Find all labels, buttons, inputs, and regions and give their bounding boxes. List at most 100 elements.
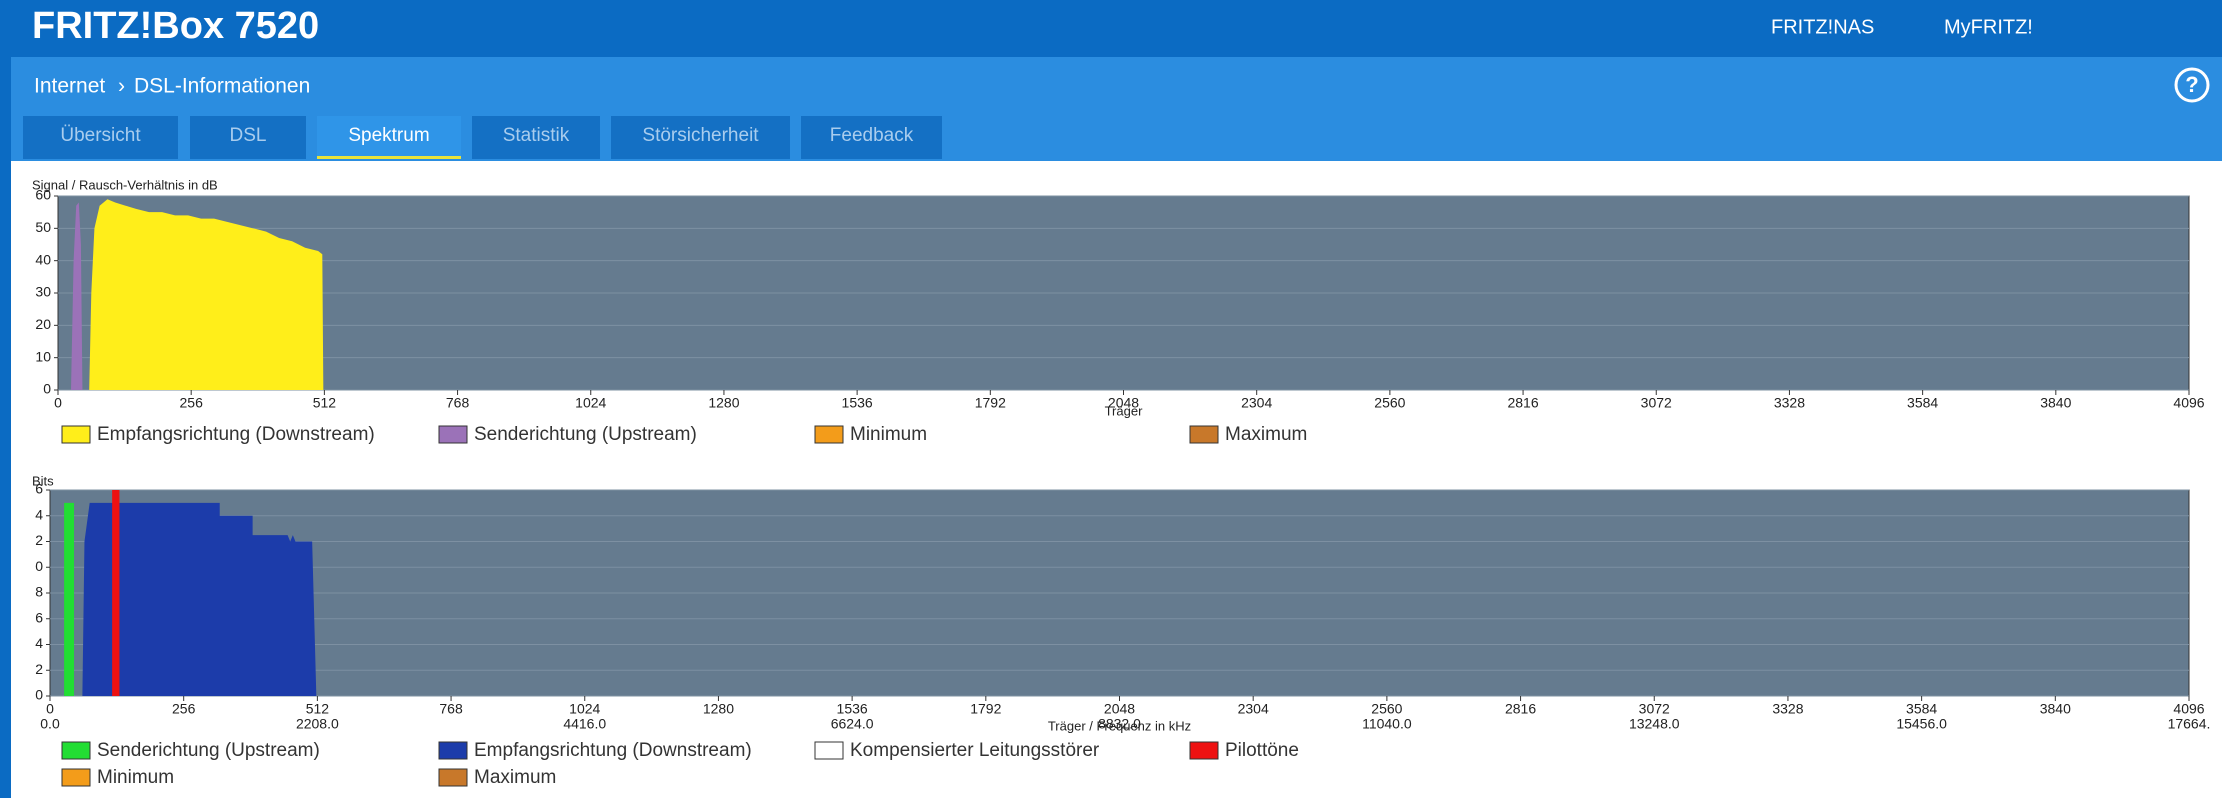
tab[interactable] [23,116,178,159]
y-tick-label: 6 [35,609,43,625]
breadcrumb-item[interactable]: Internet [34,75,105,98]
tab[interactable] [317,116,461,159]
legend-swatch [61,768,91,787]
x-tick-label: 768 [446,395,470,411]
legend-swatch [438,768,468,787]
x2-tick-label: 2208.0 [296,716,339,732]
legend-swatch [61,425,91,444]
y-tick-label: 20 [35,316,51,332]
breadcrumb-item: DSL-Informationen [134,75,310,98]
x-tick-label: 0 [54,395,62,411]
tab[interactable] [801,116,942,159]
x-tick-label: 1536 [842,395,873,411]
x-tick-label: 2816 [1507,395,1538,411]
legend-label: Maximum [474,767,556,788]
y-tick-label: 2 [35,661,43,677]
left-strip [0,57,11,798]
legend-swatch [61,741,91,760]
y-tick-label: 0 [35,687,43,703]
area-series [82,502,317,696]
x-tick-label: 1024 [569,701,600,717]
x-axis-label: Träger / Frequenz in kHz [1048,718,1191,733]
y-tick-label: 60 [35,187,51,203]
legend-label: Senderichtung (Upstream) [97,740,320,761]
area-series [64,502,75,696]
y-axis-label: Bits [32,473,54,488]
x-tick-label: 2304 [1241,395,1272,411]
x2-tick-label: 13248.0 [1629,716,1680,732]
x-tick-label: 4096 [2173,701,2204,717]
x-tick-label: 256 [172,701,196,717]
tab-label[interactable]: Übersicht [60,125,141,146]
tab-label[interactable]: Spektrum [348,125,429,146]
x-tick-label: 2048 [1108,395,1139,411]
x-tick-label: 512 [306,701,330,717]
area-series [89,199,324,390]
y-tick-label: 2 [35,532,43,548]
brand-title: FRITZ!Box 7520 [32,5,319,47]
x-tick-label: 0 [46,701,54,717]
y-axis-label: Signal / Rausch-Verhältnis in dB [32,177,218,192]
nav-link[interactable]: FRITZ!NAS [1771,16,1874,38]
y-tick-label: 4 [35,635,43,651]
x2-tick-label: 8832.0 [1098,716,1141,732]
tab-label[interactable]: Feedback [830,125,914,146]
x-tick-label: 256 [180,395,204,411]
legend-swatch [814,741,844,760]
x2-tick-label: 17664. [2168,716,2211,732]
x-tick-label: 1792 [970,701,1001,717]
x-tick-label: 3328 [1772,701,1803,717]
y-tick-label: 6 [35,481,43,497]
tab[interactable] [190,116,306,159]
legend-swatch [814,425,844,444]
x-tick-label: 2304 [1238,701,1269,717]
x-tick-label: 3840 [2040,701,2071,717]
y-tick-label: 30 [35,284,51,300]
tab-label[interactable]: Störsicherheit [642,125,759,146]
x-tick-label: 3584 [1907,395,1938,411]
tab-bar: Übersicht DSL Spektrum Statistik Störsicherh… [23,116,942,159]
area-series [112,490,120,696]
tab-label[interactable]: Statistik [503,125,570,146]
legend-label: Senderichtung (Upstream) [474,424,697,445]
x-tick-label: 1792 [975,395,1006,411]
tab-label[interactable]: DSL [230,125,267,146]
y-tick-label: 40 [35,251,51,267]
menu-dots[interactable]: ⋮ [2214,14,2222,39]
legend-label: Maximum [1225,424,1307,445]
x-tick-label: 3328 [1774,395,1805,411]
legend-label: Pilottöne [1225,740,1299,761]
tab[interactable] [611,116,790,159]
area-series [71,202,83,390]
help-label[interactable]: ? [2185,72,2198,97]
legend-swatch [1189,741,1219,760]
x-tick-label: 1536 [837,701,868,717]
legend-label: Empfangsrichtung (Downstream) [474,740,752,761]
x-tick-label: 2816 [1505,701,1536,717]
x2-tick-label: 0.0 [40,716,60,732]
x-tick-label: 2048 [1104,701,1135,717]
x-tick-label: 3072 [1641,395,1672,411]
x-tick-label: 3840 [2040,395,2071,411]
x-tick-label: 768 [439,701,463,717]
tab[interactable] [472,116,600,159]
y-tick-label: 50 [35,219,51,235]
y-tick-label: 8 [35,584,43,600]
x-tick-label: 3072 [1639,701,1670,717]
nav-link[interactable]: MyFRITZ! [1944,16,2033,38]
help-icon[interactable] [2174,67,2210,103]
top-bar [0,0,2222,57]
x2-tick-label: 4416.0 [563,716,606,732]
legend-swatch [1189,425,1219,444]
legend-label: Minimum [850,424,927,445]
x-tick-label: 1280 [708,395,739,411]
x-tick-label: 4096 [2173,395,2204,411]
x-tick-label: 512 [313,395,337,411]
charts: Signal / Rausch-Verhältnis in dB01020304… [32,177,2210,788]
y-tick-label: 10 [35,348,51,364]
x-tick-label: 2560 [1374,395,1405,411]
legend-label: Minimum [97,767,174,788]
breadcrumb-separator: › [118,75,125,98]
y-tick-label: 4 [35,506,43,522]
x2-tick-label: 15456.0 [1896,716,1947,732]
